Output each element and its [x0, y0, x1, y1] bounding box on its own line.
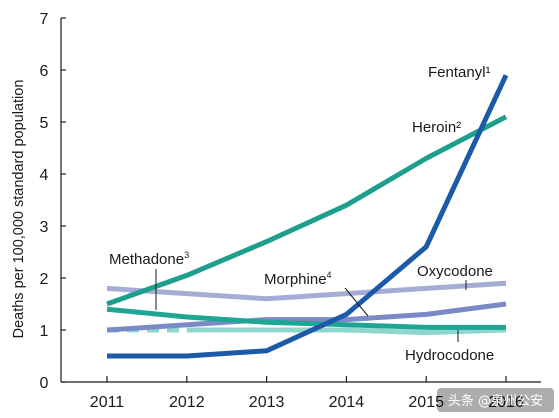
x-tick-label: 2015 — [408, 394, 444, 411]
x-tick-label: 2011 — [90, 394, 125, 411]
x-tick-label: 2014 — [329, 394, 365, 411]
oxycodone-series-line — [106, 280, 507, 302]
watermark-text: 头条 @泉州公安 — [448, 393, 543, 409]
y-tick-label: 7 — [40, 11, 49, 28]
oxycodone-series-label: Oxycodone — [417, 263, 493, 280]
y-tick-label: 2 — [40, 271, 49, 288]
fentanyl-series-label: Fentanyl¹ — [428, 64, 491, 81]
series-lines — [106, 74, 509, 359]
methadone-series-label: Methadone — [109, 251, 184, 268]
methadone-footnote-mark: 3 — [184, 250, 189, 260]
hydrocodone-series-line — [186, 327, 507, 336]
heroin-series-line — [106, 114, 508, 307]
y-tick-label: 4 — [40, 167, 49, 184]
y-tick-label: 5 — [40, 115, 49, 132]
morphine-series-label-group: Morphine4 — [264, 270, 332, 288]
y-tick-label: 3 — [40, 219, 49, 236]
morphine-leader-line — [344, 287, 369, 317]
y-tick-labels: 0 1 2 3 4 5 6 7 — [40, 11, 66, 392]
heroin-series-label: Heroin² — [412, 119, 461, 136]
x-tick-label: 2012 — [169, 394, 205, 411]
methadone-series-label-group: Methadone3 — [109, 250, 189, 268]
x-tick-label: 2013 — [249, 394, 285, 411]
y-tick-label: 1 — [40, 323, 49, 340]
watermark-background — [437, 388, 554, 412]
fentanyl-series-line — [107, 74, 509, 359]
x-tick-labels: 2011 2012 2013 2014 2015 2016 — [90, 376, 524, 411]
y-axis-title: Deaths per 100,000 standard population — [11, 80, 27, 339]
watermark: 头条 @泉州公安 — [437, 388, 554, 412]
morphine-footnote-mark: 4 — [327, 270, 332, 280]
methadone-series-line — [106, 306, 506, 330]
x-tick-label: 2016 — [488, 394, 524, 411]
y-tick-label: 6 — [40, 63, 49, 80]
hydrocodone-series-label: Hydrocodone — [405, 347, 494, 364]
morphine-series-label: Morphine — [264, 271, 327, 288]
y-tick-label: 0 — [40, 375, 49, 392]
morphine-series-line — [106, 301, 507, 333]
